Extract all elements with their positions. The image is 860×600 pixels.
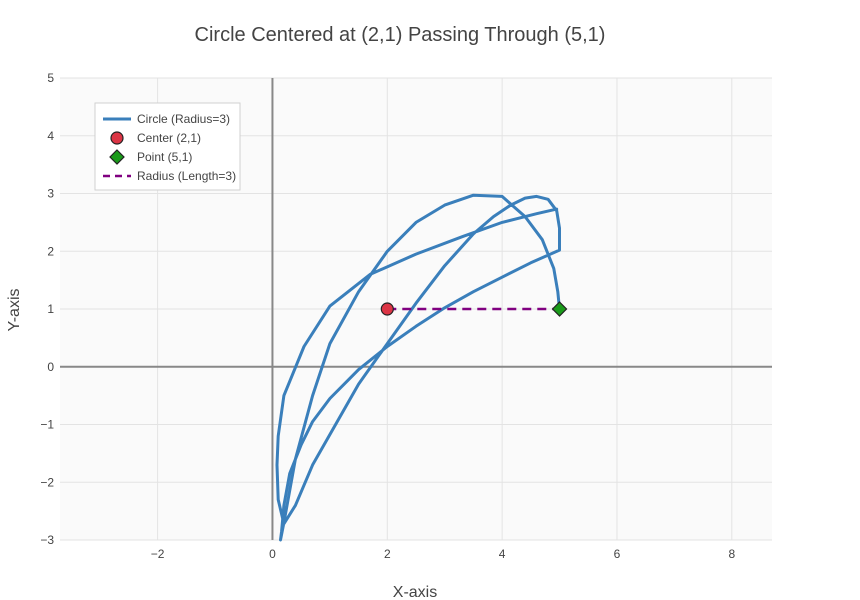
x-tick-label: 0 [269, 547, 276, 561]
x-tick-label: −2 [151, 547, 165, 561]
center-point-marker [380, 302, 394, 316]
y-tick-label: −3 [40, 533, 54, 547]
x-tick-label: 8 [728, 547, 735, 561]
legend-label: Radius (Length=3) [137, 169, 236, 183]
tick-labels: −2 0 2 4 6 8 −3 −2 −1 0 1 2 3 4 5 [40, 71, 735, 561]
x-axis-title: X-axis [393, 584, 437, 600]
x-tick-label: 2 [384, 547, 391, 561]
y-tick-label: 4 [47, 129, 54, 143]
point-5-1-marker [551, 301, 568, 317]
legend-label: Circle (Radius=3) [137, 112, 230, 126]
y-tick-label: −1 [40, 418, 54, 432]
y-axis-title: Y-axis [6, 289, 23, 332]
y-tick-label: 2 [47, 244, 54, 258]
legend-item: Radius (Length=3) [103, 169, 236, 183]
legend-item: Center (2,1) [110, 131, 201, 145]
y-tick-label: −2 [40, 475, 54, 489]
legend-items: Circle (Radius=3) Center (2,1) Point (5,1)… [103, 112, 236, 183]
legend-item: Circle (Radius=3) [103, 112, 230, 126]
chart-title: Circle Centered at (2,1) Passing Through… [195, 24, 606, 46]
y-tick-label: 1 [47, 302, 54, 316]
legend-diamond-swatch [109, 149, 125, 165]
data-layer [275, 193, 568, 542]
legend[interactable]: Circle (Radius=3) Center (2,1) Point (5,1)… [94, 102, 241, 191]
y-tick-label: 3 [47, 187, 54, 201]
x-tick-label: 4 [499, 547, 506, 561]
legend-item: Point (5,1) [109, 149, 192, 165]
legend-label: Point (5,1) [137, 150, 192, 164]
y-tick-label: 0 [47, 360, 54, 374]
circle-series-line [275, 193, 561, 542]
legend-label: Center (2,1) [137, 131, 201, 145]
y-tick-label: 5 [47, 71, 54, 85]
zero-lines [60, 78, 772, 540]
legend-circle-swatch [110, 131, 124, 145]
x-tick-label: 6 [614, 547, 621, 561]
